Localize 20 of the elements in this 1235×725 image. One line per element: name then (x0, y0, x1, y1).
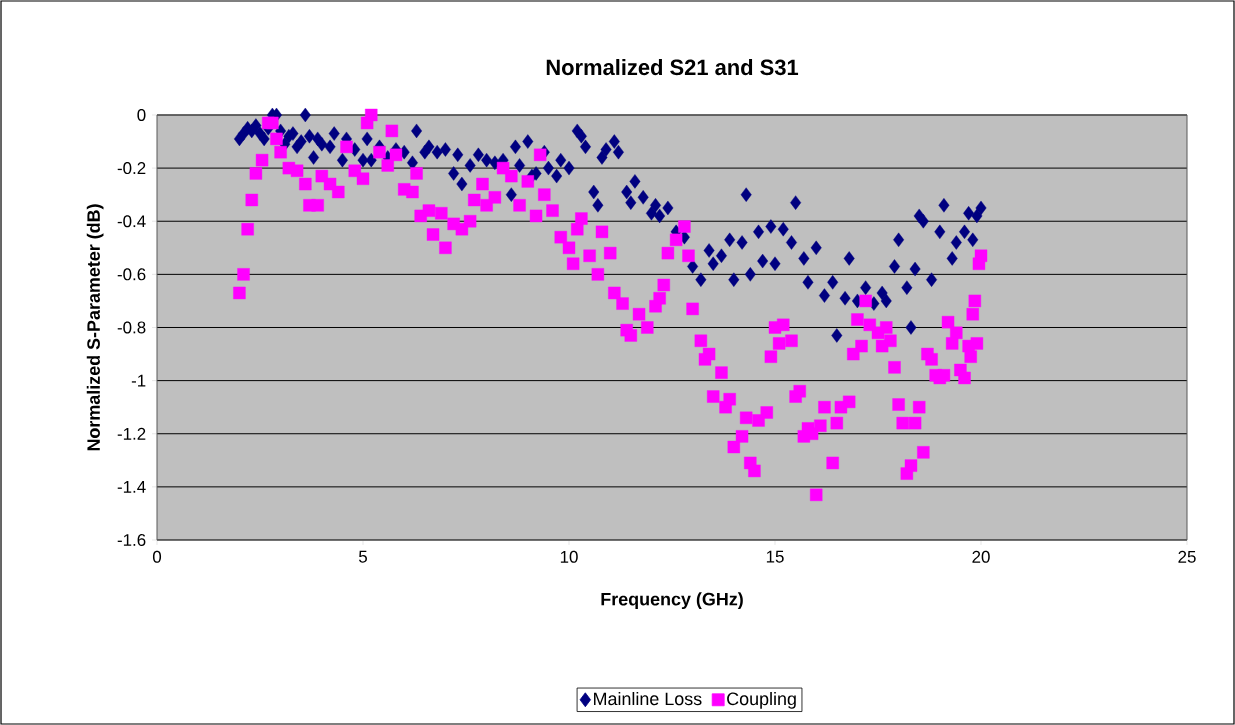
y-tick-label: -0.6 (117, 268, 146, 281)
y-axis-title: Normalized S-Parameter (dB) (86, 204, 104, 451)
x-tick-label: 5 (358, 550, 367, 563)
y-tick-label: -0.2 (117, 162, 146, 175)
y-tick-label: 0 (137, 108, 146, 121)
legend-label: Coupling (727, 692, 796, 709)
x-tick-label: 15 (766, 550, 784, 563)
legend-label: Mainline Loss (594, 692, 702, 706)
x-axis-title: Frequency (GHz) (601, 592, 743, 610)
chart-title: Normalized S21 and S31 (546, 59, 799, 76)
y-tick-label: -1.2 (117, 427, 146, 440)
y-tick-label: -1.6 (117, 533, 146, 546)
x-tick-label: 10 (560, 550, 578, 563)
y-tick-label: -1 (131, 374, 146, 387)
x-tick-label: 20 (972, 550, 990, 563)
x-tick-label: 25 (1178, 550, 1196, 563)
y-tick-label: -1.4 (117, 481, 146, 493)
y-tick-label: -0.8 (117, 321, 146, 334)
x-tick-label: 0 (152, 550, 162, 563)
y-tick-label: -0.4 (117, 215, 146, 228)
